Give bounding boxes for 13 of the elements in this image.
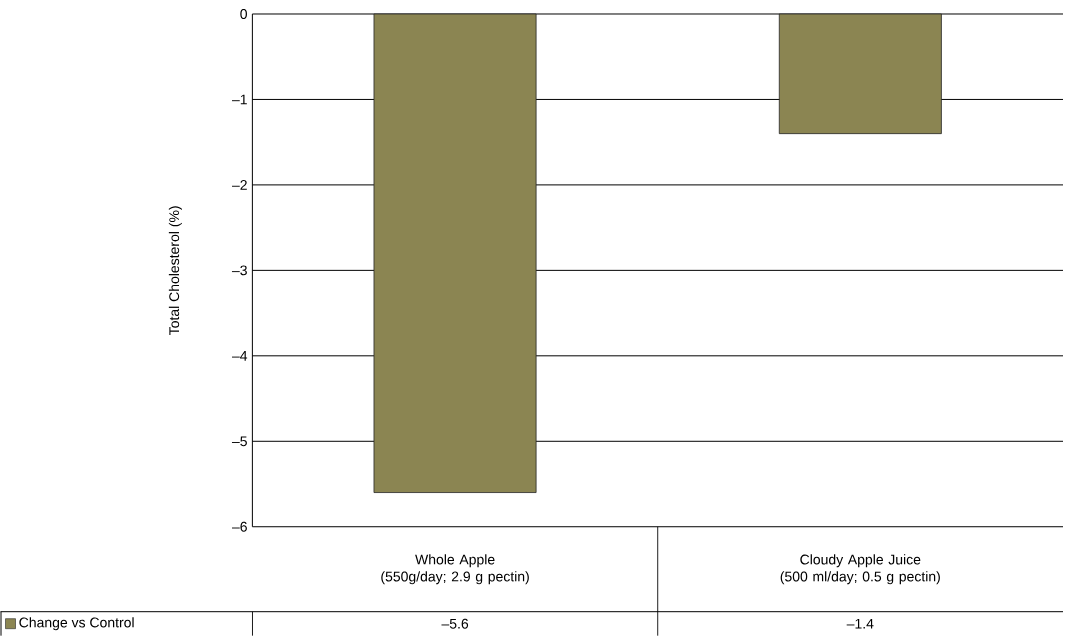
y-tick-label: –1 xyxy=(231,94,247,105)
y-tick-label: –4 xyxy=(231,350,248,361)
y-tick-label: –6 xyxy=(231,521,247,532)
y-tick-label: –3 xyxy=(231,265,247,276)
data-label: –5.6 xyxy=(441,618,469,629)
data-label: –1.4 xyxy=(846,618,874,629)
y-tick-label: 0 xyxy=(240,8,247,19)
y-tick-label: –5 xyxy=(231,436,247,447)
legend-label: Change vs Control xyxy=(19,617,134,631)
x-tick-label: Whole Apple (550g/day; 2.9 g pectin) xyxy=(381,554,529,585)
y-tick-label: –2 xyxy=(231,179,247,190)
y-axis-title: Total Cholesterol (%) xyxy=(168,206,182,335)
x-tick-label: Cloudy Apple Juice (500 ml/day; 0.5 g pectin) xyxy=(780,554,940,585)
